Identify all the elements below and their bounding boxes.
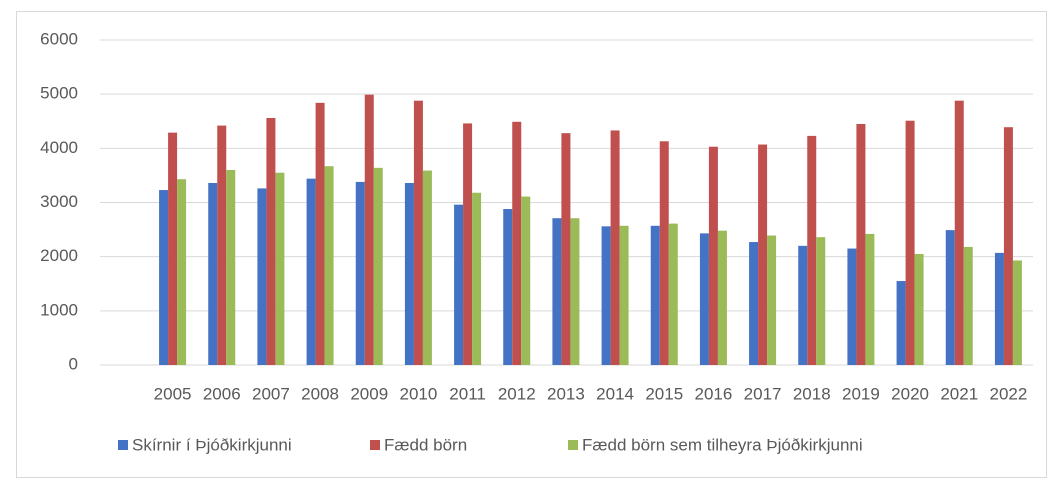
bar [865, 233, 875, 365]
bar [619, 225, 629, 365]
bar [798, 245, 808, 365]
bar [168, 132, 178, 365]
bar [699, 233, 709, 365]
x-tick-label: 2019 [842, 384, 880, 403]
bar [364, 94, 374, 365]
x-tick-label: 2009 [350, 384, 388, 403]
bar [226, 170, 236, 365]
x-tick-label: 2018 [793, 384, 831, 403]
bar [767, 235, 777, 365]
x-tick-label: 2017 [744, 384, 782, 403]
x-tick-label: 2015 [645, 384, 683, 403]
bar [954, 100, 964, 366]
bar [177, 179, 187, 365]
x-tick-label: 2013 [547, 384, 585, 403]
bar [847, 248, 857, 365]
bar [570, 218, 580, 365]
bar [717, 230, 727, 365]
bar [914, 253, 924, 365]
bar [552, 218, 562, 365]
x-tick-label: 2010 [400, 384, 438, 403]
bar [659, 141, 669, 365]
legend-swatch [568, 440, 578, 450]
x-tick-label: 2007 [252, 384, 290, 403]
legend-label: Fædd börn sem tilheyra Þjóðkirkjunni [582, 435, 863, 454]
y-tick-label: 2000 [40, 246, 78, 265]
bar [610, 130, 620, 365]
bar [159, 190, 169, 365]
chart-frame [16, 11, 1047, 478]
bar [404, 183, 414, 365]
bar [807, 135, 817, 365]
bar [856, 123, 866, 365]
bar [324, 166, 334, 365]
bar [1003, 127, 1013, 365]
bar [454, 204, 464, 365]
bar [463, 123, 473, 366]
bar [650, 225, 660, 365]
bar [905, 120, 915, 365]
bar [257, 188, 267, 365]
bar [422, 170, 432, 365]
legend-label: Skírnir í Þjóðkirkjunni [132, 435, 292, 454]
bar [994, 252, 1004, 365]
legend-swatch [370, 440, 380, 450]
bar [668, 223, 678, 365]
bar [1012, 260, 1022, 365]
x-tick-label: 2006 [203, 384, 241, 403]
x-tick-label: 2020 [891, 384, 929, 403]
legend-swatch [118, 440, 128, 450]
x-tick-label: 2008 [301, 384, 339, 403]
bar [561, 133, 571, 365]
x-tick-label: 2014 [596, 384, 634, 403]
bar [758, 144, 768, 365]
x-tick-label: 2005 [154, 384, 192, 403]
bar [896, 281, 906, 365]
bar [708, 146, 718, 365]
bar [503, 209, 513, 365]
y-tick-label: 3000 [40, 192, 78, 211]
y-tick-label: 6000 [40, 29, 78, 48]
x-tick-label: 2011 [449, 384, 486, 403]
bar [373, 167, 383, 365]
x-tick-label: 2016 [695, 384, 733, 403]
bar [413, 100, 423, 366]
bar [512, 121, 522, 366]
bar [472, 192, 482, 365]
bar [749, 242, 759, 365]
x-tick-label: 2021 [940, 384, 978, 403]
bar [315, 102, 325, 365]
bar [521, 196, 531, 365]
bar [217, 125, 227, 365]
bar [945, 230, 955, 365]
bar [355, 181, 365, 365]
bar [275, 172, 285, 365]
y-tick-label: 4000 [40, 138, 78, 157]
bar [601, 226, 611, 365]
bar [306, 178, 316, 365]
x-tick-label: 2022 [990, 384, 1028, 403]
legend-label: Fædd börn [384, 435, 467, 454]
x-tick-label: 2012 [498, 384, 536, 403]
bar [208, 183, 218, 365]
bar [266, 118, 276, 365]
bar [816, 237, 826, 365]
y-tick-label: 1000 [40, 300, 78, 319]
y-tick-label: 0 [69, 354, 78, 373]
y-tick-label: 5000 [40, 84, 78, 103]
bar [963, 246, 973, 365]
